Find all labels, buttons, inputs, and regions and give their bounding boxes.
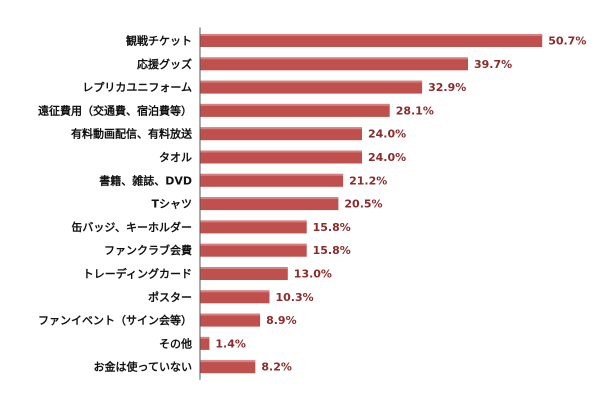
value-label-13: 1.4%	[215, 337, 246, 350]
value-label-5: 24.0%	[368, 151, 406, 164]
bar-9	[200, 243, 307, 257]
bar-13	[200, 336, 210, 350]
category-label-1: 応援グッズ	[137, 57, 192, 71]
value-label-11: 10.3%	[276, 291, 314, 304]
category-label-6: 書籍、雑誌、DVD	[99, 173, 192, 187]
value-labels: 50.7% 39.7% 32.9% 28.1% 24.0% 24.0% 21.2% 20.5%…	[215, 35, 586, 374]
value-label-6: 21.2%	[349, 174, 387, 187]
bar-8	[200, 220, 307, 234]
bar-highlight-2	[200, 80, 423, 83]
bars-group	[200, 34, 543, 374]
bar-highlight-8	[200, 220, 307, 223]
bar-highlight-14	[200, 360, 256, 363]
category-label-3: 遠征費用（交通費、宿泊費等）	[38, 103, 192, 117]
value-label-1: 39.7%	[474, 58, 512, 71]
bar-highlight-9	[200, 243, 307, 246]
bar-highlight-6	[200, 173, 344, 176]
value-label-7: 20.5%	[344, 198, 382, 211]
bar-highlight-1	[200, 57, 468, 60]
category-label-12: ファンイベント（サイン会等）	[38, 313, 192, 327]
value-label-14: 8.2%	[261, 361, 292, 374]
value-label-8: 15.8%	[313, 221, 351, 234]
bar-11	[200, 290, 270, 304]
bar-0	[200, 34, 543, 47]
bar-highlight-0	[200, 34, 543, 36]
category-label-5: タオル	[159, 151, 192, 164]
category-label-2: レプリカユニフォーム	[82, 80, 192, 94]
bar-2	[200, 80, 423, 94]
category-label-10: トレーディングカード	[83, 267, 192, 281]
bar-3	[200, 103, 390, 117]
bar-5	[200, 150, 362, 164]
value-label-4: 24.0%	[368, 128, 406, 141]
bar-highlight-4	[200, 127, 362, 130]
bar-7	[200, 197, 339, 211]
category-label-8: 缶バッジ、キーホルダー	[71, 220, 192, 234]
category-label-7: Tシャツ	[151, 198, 192, 211]
value-label-0: 50.7%	[548, 35, 586, 48]
bar-1	[200, 57, 468, 71]
category-label-13: その他	[159, 336, 192, 350]
value-label-10: 13.0%	[294, 268, 332, 281]
bar-highlight-5	[200, 150, 362, 153]
bar-4	[200, 127, 362, 141]
category-label-11: ポスター	[148, 290, 192, 304]
bar-highlight-11	[200, 290, 270, 293]
value-label-9: 15.8%	[313, 244, 351, 257]
bar-highlight-10	[200, 267, 288, 269]
category-label-0: 観戦チケット	[126, 34, 192, 48]
value-label-2: 32.9%	[428, 81, 466, 94]
bar-highlight-7	[200, 197, 339, 200]
bar-6	[200, 173, 344, 187]
bar-10	[200, 267, 288, 280]
value-label-12: 8.9%	[266, 314, 297, 327]
bar-highlight-12	[200, 313, 261, 316]
value-label-3: 28.1%	[396, 104, 434, 117]
bar-highlight-3	[200, 103, 390, 106]
category-label-14: お金は使っていない	[94, 360, 192, 374]
bar-14	[200, 360, 256, 374]
bar-12	[200, 313, 261, 327]
category-label-9: ファンクラブ会費	[104, 243, 192, 257]
bar-highlight-13	[200, 336, 210, 339]
category-label-4: 有料動画配信、有料放送	[71, 127, 193, 141]
